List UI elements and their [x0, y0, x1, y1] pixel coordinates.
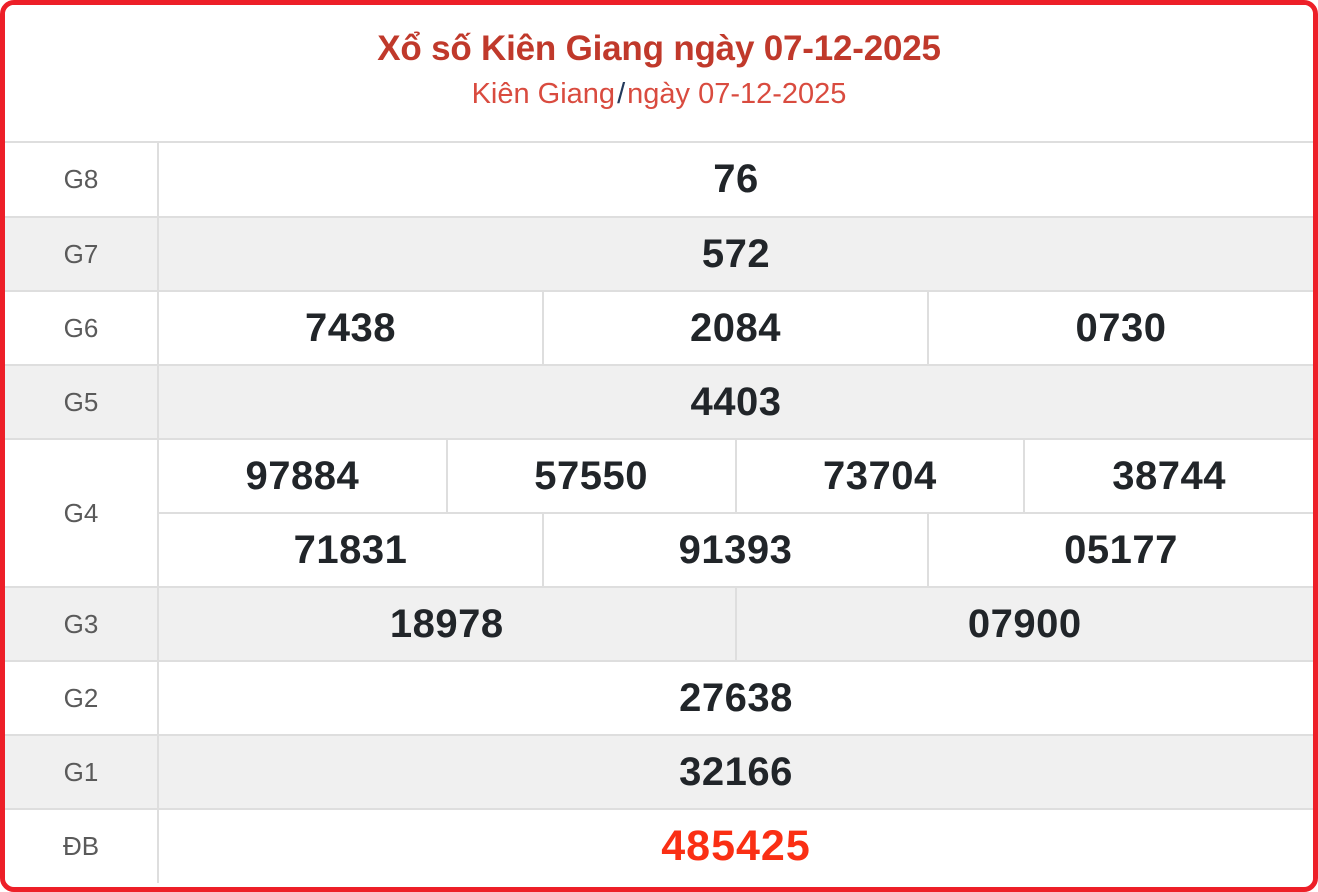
- breadcrumb-separator: /: [617, 77, 626, 110]
- prize-number-g6-3: 0730: [928, 291, 1313, 366]
- prize-number-g3-1: 18978: [158, 587, 737, 662]
- prize-number-g4-1: 97884: [158, 439, 448, 514]
- table-row: G3 18978 07900: [5, 587, 1313, 662]
- table-row: G6 7438 2084 0730: [5, 291, 1313, 366]
- prize-number-g2-1: 27638: [158, 661, 1313, 736]
- prize-label-g7: G7: [5, 217, 159, 292]
- prize-label-db: ĐB: [5, 809, 159, 883]
- prize-label-g4: G4: [5, 439, 159, 588]
- prize-label-g6: G6: [5, 291, 159, 366]
- prize-number-g7-1: 572: [158, 217, 1313, 292]
- breadcrumb-date[interactable]: ngày 07-12-2025: [627, 77, 847, 110]
- card-header: Xổ số Kiên Giang ngày 07-12-2025 Kiên Gi…: [5, 5, 1313, 143]
- table-row: G4 97884 57550 73704 38744: [5, 439, 1313, 588]
- prize-number-g8-1: 76: [158, 143, 1313, 218]
- prize-number-g3-2: 07900: [735, 587, 1313, 662]
- breadcrumb: Kiên Giang/ngày 07-12-2025: [5, 72, 1313, 114]
- lottery-results-table: G8 76 G7 572 G6 7438 2084 0730 G5 4403: [5, 143, 1313, 883]
- prize-label-g5: G5: [5, 365, 159, 440]
- prize-label-g2: G2: [5, 661, 159, 736]
- prize-number-g4-4: 38744: [1024, 439, 1313, 514]
- prize-label-g8: G8: [5, 143, 159, 218]
- prize-number-g1-1: 32166: [158, 735, 1313, 810]
- table-row: G5 4403: [5, 365, 1313, 440]
- table-row: 71831 91393 05177: [5, 513, 1313, 588]
- prize-number-g4-2: 57550: [446, 439, 737, 514]
- table-row: G8 76: [5, 143, 1313, 218]
- prize-number-g4-5: 71831: [158, 513, 544, 588]
- table-row: ĐB 485425: [5, 809, 1313, 883]
- prize-label-g1: G1: [5, 735, 159, 810]
- prize-number-g4-6: 91393: [543, 513, 929, 588]
- prize-number-g6-1: 7438: [158, 291, 544, 366]
- table-row: G2 27638: [5, 661, 1313, 736]
- prize-number-g5-1: 4403: [158, 365, 1313, 440]
- table-row: G1 32166: [5, 735, 1313, 810]
- prize-number-g4-3: 73704: [735, 439, 1026, 514]
- prize-number-db-1: 485425: [158, 809, 1313, 883]
- prize-number-g6-2: 2084: [543, 291, 929, 366]
- prize-label-g3: G3: [5, 587, 159, 662]
- breadcrumb-region[interactable]: Kiên Giang: [471, 77, 616, 110]
- page-title: Xổ số Kiên Giang ngày 07-12-2025: [377, 29, 941, 68]
- prize-number-g4-7: 05177: [928, 513, 1313, 588]
- table-row: G7 572: [5, 217, 1313, 292]
